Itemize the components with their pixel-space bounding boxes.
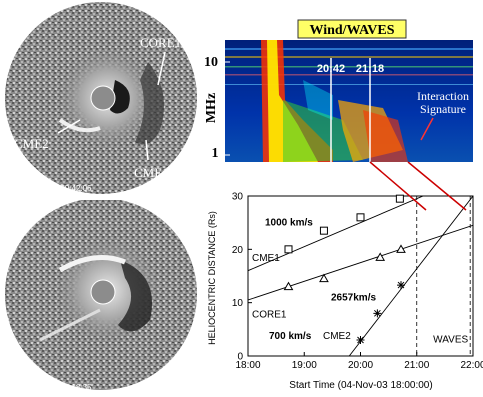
data-point-cme1 [395, 194, 404, 203]
time-marker-label: 21:18 [356, 63, 384, 75]
x-tick-label: 20:00 [348, 360, 373, 371]
coronagraph-timestamp: C3: 2003/11/04 20:42:06 [4, 184, 92, 193]
y-tick-label: 10 [232, 298, 244, 309]
core1-label: CORE1 [140, 35, 181, 50]
coronagraph-timestamp: C3: 2003/11/04 21:18:35 [4, 383, 92, 392]
spectrogram-title: Wind/WAVES [309, 23, 394, 38]
y-axis-label: HELIOCENTRIC DISTANCE (Rs) [207, 211, 217, 345]
radio-spectrogram: Wind/WAVES 20:42 21:18 Interaction Signa… [203, 0, 483, 178]
x-axis-label: Start Time (04-Nov-03 18:00:00) [289, 380, 432, 391]
interaction-annotation: Interaction [417, 89, 469, 103]
connector-line [369, 161, 427, 211]
interaction-annotation: Signature [420, 102, 466, 116]
waves-label: WAVES [433, 335, 468, 346]
data-point-core1 [396, 244, 406, 253]
speed-label: 1000 km/s [265, 217, 313, 228]
series-label: CME2 [323, 331, 351, 342]
data-point-core1 [283, 281, 294, 291]
data-point-cme2 [397, 281, 405, 290]
data-point-cme1 [319, 226, 328, 235]
cme2-label: CME2 [14, 136, 49, 151]
height-time-chart: 18:00 19:00 20:00 21:00 22:00 0 10 20 30 WAVES 100… [203, 178, 483, 392]
connector-line [407, 161, 467, 211]
y-tick-label: 20 [232, 245, 244, 256]
data-point-cme2 [356, 336, 365, 344]
y-axis-label: MHz [204, 93, 219, 123]
y-tick-label: 1 [212, 146, 219, 161]
speed-label: 2657km/s [331, 293, 376, 304]
x-tick-label: 19:00 [292, 360, 317, 371]
series-label: CME1 [252, 253, 280, 264]
data-point-core1 [375, 252, 386, 261]
x-tick-label: 22:00 [460, 360, 483, 371]
data-point-cme2 [373, 309, 382, 318]
spectrogram-title-box [297, 19, 407, 39]
fit-line-cme2 [348, 196, 473, 356]
coronagraph-image-top: CORE1 CME2 CME1 C3: 2003/11/04 20:42:06 [0, 0, 203, 195]
y-tick-label: 10 [204, 55, 218, 70]
coronagraph-image-bottom: C3: 2003/11/04 21:18:35 [0, 198, 203, 392]
time-marker-label: 20:42 [317, 63, 345, 75]
data-point-cme1 [284, 245, 293, 254]
cme1-label: CME1 [134, 165, 169, 180]
fit-line-cme1 [248, 196, 425, 272]
data-point-core1 [319, 273, 329, 283]
data-point-cme1 [356, 213, 365, 222]
y-tick-label: 0 [237, 352, 243, 363]
series-label: CORE1 [252, 310, 287, 321]
speed-label: 700 km/s [269, 331, 312, 342]
x-tick-label: 18:00 [235, 360, 260, 371]
y-tick-label: 30 [232, 192, 244, 203]
x-tick-label: 21:00 [404, 360, 429, 371]
